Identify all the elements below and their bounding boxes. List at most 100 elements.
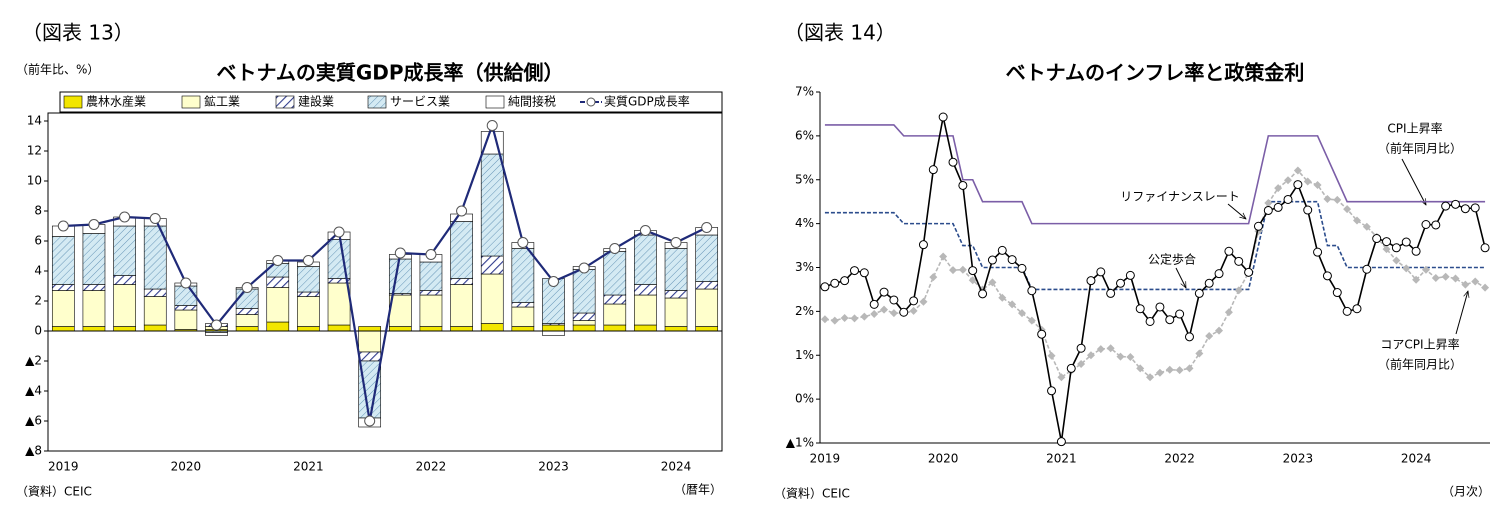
legend-label: 実質GDP成長率 [604,94,690,109]
marker [949,266,958,275]
chart-title: ベトナムのインフレ率と政策金利 [1006,61,1305,85]
marker [1057,373,1066,382]
marker [609,243,621,254]
y-tick-label: 1% [795,348,814,362]
y-tick-label: 4 [34,264,42,278]
y-tick-label: 6% [795,128,814,142]
x-tick-label: 2024 [661,460,692,474]
marker [639,225,651,236]
legend-swatch [586,97,596,107]
marker [1205,331,1214,340]
marker [1214,269,1224,279]
marker [1096,267,1106,277]
bar-segment [603,303,627,326]
marker [1470,203,1480,213]
plot-frame [47,112,723,452]
marker [1372,234,1382,244]
bar-segment [634,284,657,296]
bar-segment [511,302,535,308]
marker [1412,275,1421,284]
marker [1274,184,1283,193]
marker [119,211,131,223]
marker [968,266,978,276]
bar-segment [174,285,198,306]
bar-segment [82,326,106,332]
bar-segment [664,326,688,332]
bar-segment [82,233,106,285]
bar-segment [695,326,719,332]
bar-segment [480,273,504,324]
marker [149,213,161,224]
bar-segment [297,266,320,293]
marker [241,282,253,293]
marker [1215,326,1224,335]
marker [1431,274,1440,283]
y-tick-label: 8 [34,204,42,218]
bar-segment [174,305,198,311]
marker [57,220,69,232]
marker [1263,205,1273,215]
marker [1175,366,1184,375]
arrow [1401,158,1427,205]
marker [850,314,859,323]
marker [1234,286,1243,295]
annotation: 公定歩合 [1148,252,1196,267]
bar-segment [664,290,688,299]
x-tick-label: 2023 [1283,452,1314,466]
marker [1451,274,1460,283]
marker [1480,243,1490,253]
legend-label: 建設業 [298,94,334,109]
y-tick-label: ▲6 [25,414,42,428]
bar-segment [297,326,320,332]
annotation: （前年同月比） [1378,357,1462,372]
legend-box [59,91,723,113]
marker [1047,386,1057,396]
marker [1224,308,1233,317]
marker [1175,309,1185,319]
marker [1096,345,1105,354]
marker [998,293,1007,302]
marker [997,245,1007,255]
bar-segment [480,255,504,275]
marker [1017,263,1027,273]
marker [1342,306,1352,316]
bar-segment [358,351,382,362]
bar-segment [450,326,473,332]
bar-segment [634,294,657,326]
marker [919,297,928,306]
line [824,124,1486,225]
marker [988,278,997,287]
annotation: リファイナンスレート [1120,190,1240,204]
marker [1471,277,1480,286]
marker [859,268,869,278]
marker [928,165,938,175]
bar-segment [327,324,351,332]
marker [1234,256,1244,266]
bar-segment [113,326,136,332]
annotation: CPI上昇率 [1387,121,1442,136]
marker [1441,201,1451,211]
bar-segment [480,323,504,332]
y-tick-label: 4% [795,216,814,230]
bar-segment [634,324,657,332]
y-tick-label: ▲4 [25,384,42,398]
marker [394,247,406,259]
marker [909,306,918,315]
marker [1421,265,1430,274]
x-tick-label: 2021 [293,460,324,474]
marker [1460,204,1470,214]
marker [1116,352,1125,361]
bar-segment [419,294,443,327]
bar-segment [450,284,473,327]
marker [918,240,928,250]
figure-label: （図表 14） [784,21,896,45]
marker [820,282,830,292]
marker [701,222,713,233]
y-tick-label: 2% [795,304,814,318]
bar-segment [603,324,627,332]
marker [1411,246,1421,256]
arrow [1455,291,1468,335]
x-tick-label: 2019 [810,452,841,466]
marker [1106,288,1116,298]
line [824,169,1486,379]
